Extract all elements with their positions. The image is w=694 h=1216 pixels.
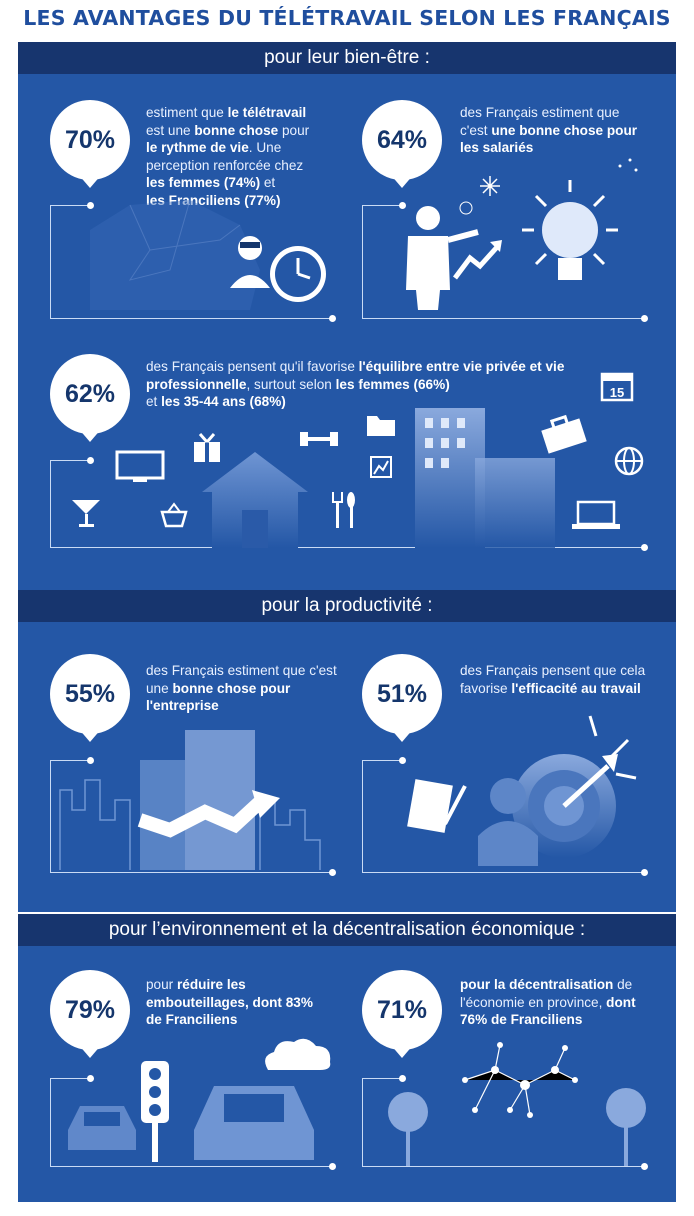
stat-text: estiment que le télétravail est une bonn…	[146, 105, 310, 208]
clock-icon	[230, 236, 326, 302]
stat-badge: 70%	[50, 100, 130, 188]
panel-environnement	[18, 946, 676, 1202]
city-skyline-icon	[59, 730, 321, 870]
stat-badge: 64%	[362, 100, 442, 188]
tv-icon	[115, 450, 165, 482]
trend-arrow-icon	[137, 790, 280, 838]
document-icon	[407, 779, 467, 833]
gift-icon	[194, 433, 220, 462]
stat-badge: 51%	[362, 654, 442, 742]
folder-icon	[367, 416, 395, 436]
car-icon	[194, 1086, 314, 1160]
businessman-icon	[406, 176, 502, 310]
page-title: LES AVANTAGES DU TÉLÉTRAVAIL SELON LES F…	[23, 6, 671, 30]
calendar-icon: 15	[600, 372, 634, 402]
head-profile-icon	[90, 199, 260, 310]
laptop-icon	[572, 500, 620, 529]
cocktail-icon	[72, 500, 100, 527]
stat-badge: 71%	[362, 970, 442, 1058]
stat-text: des Français estiment que c'est une bonn…	[460, 105, 638, 155]
tree-icon	[388, 1092, 428, 1166]
briefcase-icon	[541, 414, 587, 454]
dumbbell-icon	[300, 432, 338, 446]
basket-icon	[160, 502, 188, 528]
cloud-icon	[265, 1038, 331, 1070]
section-header-productivite: pour la productivité :	[18, 590, 676, 622]
stat-badge: 55%	[50, 654, 130, 742]
stat-text: pour réduire les embouteillages, dont 83…	[146, 977, 313, 1027]
tree-icon	[606, 1088, 646, 1166]
calendar-number: 15	[610, 385, 624, 400]
stat-text: des Français pensent qu'il favorise l'éq…	[146, 359, 565, 409]
cutlery-icon	[332, 492, 355, 528]
target-icon	[478, 715, 637, 866]
stat-badge: 79%	[50, 970, 130, 1058]
chart-icon	[370, 456, 392, 478]
lightbulb-icon	[522, 158, 638, 280]
house-icon	[202, 452, 308, 548]
globe-icon	[614, 446, 644, 476]
car-icon	[68, 1106, 136, 1150]
office-building-icon	[415, 408, 555, 548]
stat-badge: 62%	[50, 354, 130, 442]
stat-text: des Français pensent que cela favorise l…	[460, 663, 646, 696]
traffic-light-icon	[141, 1061, 169, 1162]
panel-bien-etre	[18, 74, 676, 590]
section-header-environnement: pour l’environnement et la décentralisat…	[18, 914, 676, 946]
stat-text: des Français estiment que c'est une bonn…	[146, 663, 337, 713]
stat-text: pour la décentralisation de l'économie e…	[460, 977, 636, 1027]
network-icon	[462, 1042, 578, 1118]
section-header-bien-etre: pour leur bien-être :	[18, 42, 676, 74]
